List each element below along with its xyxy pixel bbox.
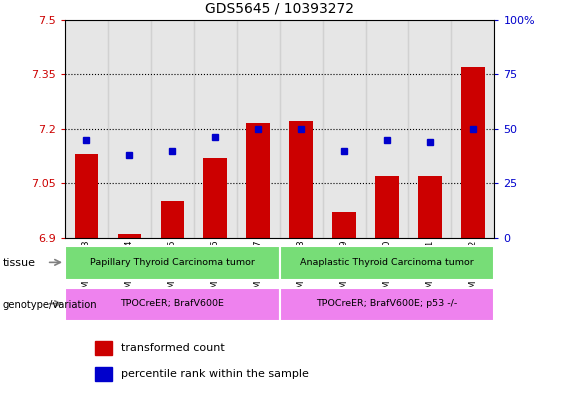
Bar [461, 67, 485, 238]
Bar [65, 288, 280, 321]
Title: GDS5645 / 10393272: GDS5645 / 10393272 [205, 2, 354, 16]
Text: Papillary Thyroid Carcinoma tumor: Papillary Thyroid Carcinoma tumor [90, 258, 255, 267]
Bar [375, 176, 399, 238]
Bar [194, 20, 237, 238]
Bar [366, 20, 408, 238]
Bar [408, 20, 451, 238]
Bar [118, 234, 141, 238]
Bar [451, 20, 494, 238]
Text: Anaplastic Thyroid Carcinoma tumor: Anaplastic Thyroid Carcinoma tumor [300, 258, 474, 267]
Bar [95, 341, 112, 355]
Bar [280, 288, 494, 321]
Bar [75, 154, 98, 238]
Bar [237, 20, 280, 238]
Bar [289, 121, 313, 238]
Bar [246, 123, 270, 238]
Text: tissue: tissue [3, 258, 36, 268]
Bar [203, 158, 227, 238]
Bar [418, 176, 442, 238]
Text: transformed count: transformed count [121, 343, 224, 353]
Text: TPOCreER; BrafV600E: TPOCreER; BrafV600E [120, 299, 224, 308]
Bar [323, 20, 366, 238]
Bar [65, 20, 108, 238]
Bar [332, 212, 356, 238]
Bar [151, 20, 194, 238]
Text: genotype/variation: genotype/variation [3, 299, 97, 310]
Bar [65, 246, 280, 280]
Bar [95, 367, 112, 381]
Text: TPOCreER; BrafV600E; p53 -/-: TPOCreER; BrafV600E; p53 -/- [316, 299, 458, 308]
Text: percentile rank within the sample: percentile rank within the sample [121, 369, 308, 379]
Bar [108, 20, 151, 238]
Bar [280, 20, 323, 238]
Bar [160, 201, 184, 238]
Bar [280, 246, 494, 280]
